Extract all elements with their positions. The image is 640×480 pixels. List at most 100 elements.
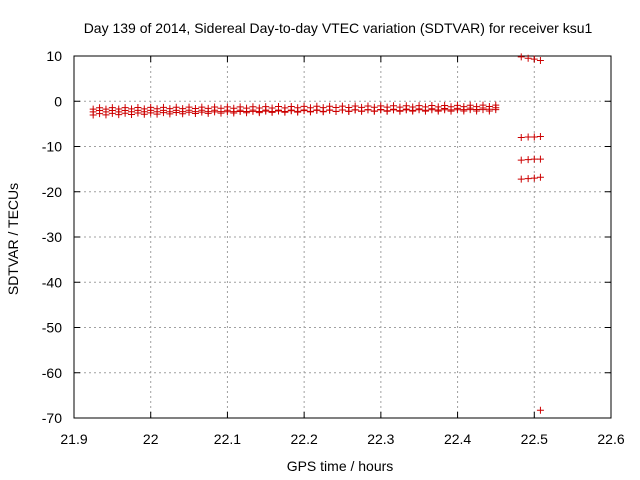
data-point — [147, 109, 155, 117]
data-point — [319, 108, 327, 116]
y-tick-label: -60 — [42, 365, 62, 381]
y-tick-label: -50 — [42, 320, 62, 336]
data-point — [313, 106, 321, 114]
data-point — [536, 133, 544, 141]
data-point — [364, 106, 372, 114]
data-point — [306, 108, 314, 116]
x-tick-label: 22.5 — [521, 431, 548, 447]
data-point — [434, 106, 442, 114]
data-point — [536, 173, 544, 181]
data-point — [134, 109, 142, 117]
data-point — [249, 107, 257, 115]
data-point — [108, 109, 116, 117]
data-point — [255, 109, 263, 117]
data-point — [351, 106, 359, 114]
data-point — [428, 105, 436, 113]
axis-ticks: 21.9 22 22.1 22.2 22.3 22.4 22.5 22.6 10 0 -10 -20 -… — [42, 48, 625, 447]
data-point — [159, 109, 167, 117]
data-point — [287, 107, 295, 115]
y-tick-label: -10 — [42, 139, 62, 155]
data-point — [294, 108, 302, 116]
data-point — [191, 110, 199, 118]
data-point — [517, 133, 525, 141]
data-point — [172, 108, 180, 116]
x-tick-label: 21.9 — [60, 431, 87, 447]
data-point — [396, 107, 404, 115]
data-point — [536, 57, 544, 65]
data-point — [332, 108, 340, 116]
data-point — [262, 107, 270, 115]
data-point — [390, 105, 398, 113]
data-point — [153, 110, 161, 118]
y-tick-label: -20 — [42, 184, 62, 200]
data-point — [281, 108, 289, 116]
data-point — [198, 108, 206, 116]
y-tick-label: -70 — [42, 410, 62, 426]
data-point — [166, 110, 174, 118]
data-point — [447, 106, 455, 114]
data-point — [230, 109, 238, 117]
data-point — [466, 104, 474, 112]
y-axis-label: SDTVAR / TECUs — [5, 183, 21, 295]
data-point — [121, 109, 129, 117]
y-tick-label: 10 — [46, 48, 62, 64]
data-point — [479, 104, 487, 112]
y-tick-label: 0 — [54, 93, 62, 109]
x-tick-label: 22.3 — [367, 431, 394, 447]
data-points — [89, 53, 544, 414]
data-point — [524, 175, 532, 183]
data-point — [517, 156, 525, 164]
data-point — [204, 109, 212, 117]
data-point — [223, 108, 231, 116]
data-point — [211, 108, 219, 116]
grid — [74, 56, 611, 418]
data-point — [179, 110, 187, 118]
data-point — [530, 174, 538, 182]
x-tick-label: 22.1 — [214, 431, 241, 447]
data-point — [268, 108, 276, 116]
data-point — [415, 105, 423, 113]
data-point — [243, 109, 251, 117]
data-point — [326, 106, 334, 114]
y-tick-label: -40 — [42, 274, 62, 290]
data-point — [236, 108, 244, 116]
data-point — [185, 108, 193, 116]
data-point — [524, 54, 532, 62]
data-point — [128, 110, 136, 118]
x-tick-label: 22.2 — [291, 431, 318, 447]
x-axis-label: GPS time / hours — [287, 458, 394, 474]
data-point — [377, 105, 385, 113]
data-point — [140, 110, 148, 118]
data-point — [530, 133, 538, 141]
data-point — [370, 107, 378, 115]
data-point — [473, 105, 481, 113]
data-point — [274, 107, 282, 115]
data-point — [530, 55, 538, 63]
data-point — [300, 107, 308, 115]
data-point — [402, 105, 410, 113]
data-point — [217, 109, 225, 117]
y-tick-label: -30 — [42, 229, 62, 245]
data-point — [453, 104, 461, 112]
data-point — [409, 106, 417, 114]
data-point — [536, 406, 544, 414]
data-point — [89, 111, 97, 119]
x-tick-label: 22 — [143, 431, 159, 447]
data-point — [345, 107, 353, 115]
data-point — [441, 105, 449, 113]
data-point — [530, 155, 538, 163]
data-point — [524, 156, 532, 164]
data-point — [492, 104, 500, 112]
data-point — [338, 106, 346, 114]
data-point — [383, 107, 391, 115]
data-point — [536, 155, 544, 163]
data-point — [115, 111, 123, 119]
x-tick-label: 22.4 — [444, 431, 471, 447]
data-point — [358, 107, 366, 115]
data-point — [96, 110, 104, 118]
data-point — [517, 175, 525, 183]
data-point — [524, 133, 532, 141]
data-point — [102, 111, 110, 119]
